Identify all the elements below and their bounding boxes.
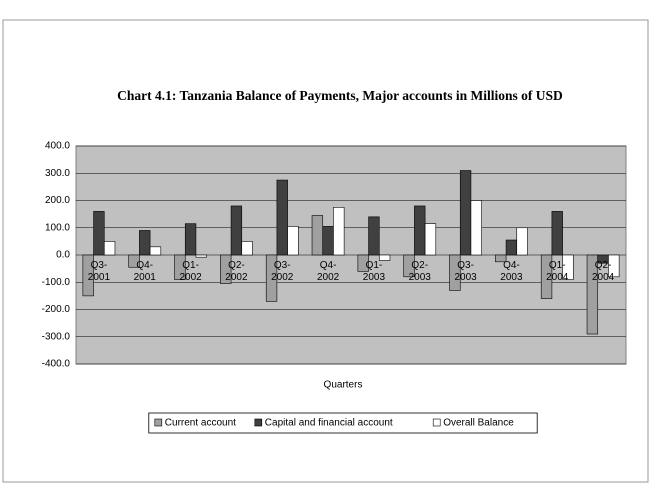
bar <box>414 205 426 256</box>
y-tick-label: 400.0 <box>45 141 70 152</box>
bar <box>195 254 207 258</box>
bar <box>322 226 334 256</box>
y-tick-label: 100.0 <box>45 222 70 233</box>
bar <box>265 254 278 302</box>
bar <box>540 254 553 299</box>
bar <box>184 223 197 256</box>
bar <box>311 215 324 256</box>
y-tick-label: 200.0 <box>45 195 70 206</box>
bar <box>403 254 415 278</box>
bar <box>230 205 243 256</box>
bar <box>276 179 288 256</box>
x-axis-label: Quarters <box>324 380 363 391</box>
y-tick-label: 300.0 <box>45 168 70 179</box>
x-tick-label: Q2- 2003 <box>408 260 431 283</box>
bar <box>103 241 116 256</box>
y-tick-label: -400.0 <box>42 359 71 370</box>
x-tick-label: Q4- 2001 <box>133 260 156 283</box>
bar <box>562 254 574 280</box>
x-tick-label: Q1- 2004 <box>546 260 569 283</box>
bar <box>149 246 162 256</box>
bar <box>128 254 140 268</box>
legend-box <box>148 412 538 434</box>
bar <box>470 200 482 256</box>
bar <box>551 211 563 256</box>
x-tick-label: Q4- 2002 <box>316 260 340 283</box>
bar <box>378 254 391 261</box>
legend-label: Overall Balance <box>443 418 514 429</box>
bar <box>608 254 620 278</box>
bar <box>516 227 528 256</box>
y-tick-label: 0.0 <box>56 250 70 261</box>
legend-swatch <box>432 418 441 427</box>
x-tick-label: Q2- 2004 <box>591 260 615 283</box>
x-tick-label: Q3- 2002 <box>271 260 294 283</box>
x-tick-label: Q4- 2003 <box>500 260 523 283</box>
x-tick-label: Q1- 2002 <box>179 260 202 283</box>
x-tick-label: Q3- 2001 <box>87 260 111 283</box>
legend-label: Current account <box>165 418 236 429</box>
bar <box>93 211 105 256</box>
bar <box>241 241 253 256</box>
bar <box>174 254 186 280</box>
bar <box>139 230 151 256</box>
bar <box>495 254 507 263</box>
legend-swatch <box>254 418 263 427</box>
x-tick-label: Q2- 2002 <box>225 260 248 283</box>
bar <box>368 216 380 256</box>
bar <box>586 254 599 335</box>
y-tick-label: -100.0 <box>42 277 71 288</box>
bar <box>449 254 461 291</box>
bar <box>424 223 437 256</box>
bar <box>220 254 232 284</box>
y-tick-label: -200.0 <box>42 304 71 315</box>
x-tick-label: Q3- 2003 <box>454 260 477 283</box>
chart-title: Chart 4.1: Tanzania Balance of Payments,… <box>117 88 563 103</box>
legend-swatch <box>154 418 163 427</box>
bar <box>505 239 518 256</box>
bar <box>333 207 345 256</box>
bar <box>82 254 94 297</box>
x-tick-label: Q1- 2003 <box>362 260 386 283</box>
bar <box>357 254 369 272</box>
legend-label: Capital and financial account <box>265 418 393 429</box>
bar <box>287 226 299 256</box>
y-tick-label: -300.0 <box>42 331 71 342</box>
bar <box>459 170 472 256</box>
